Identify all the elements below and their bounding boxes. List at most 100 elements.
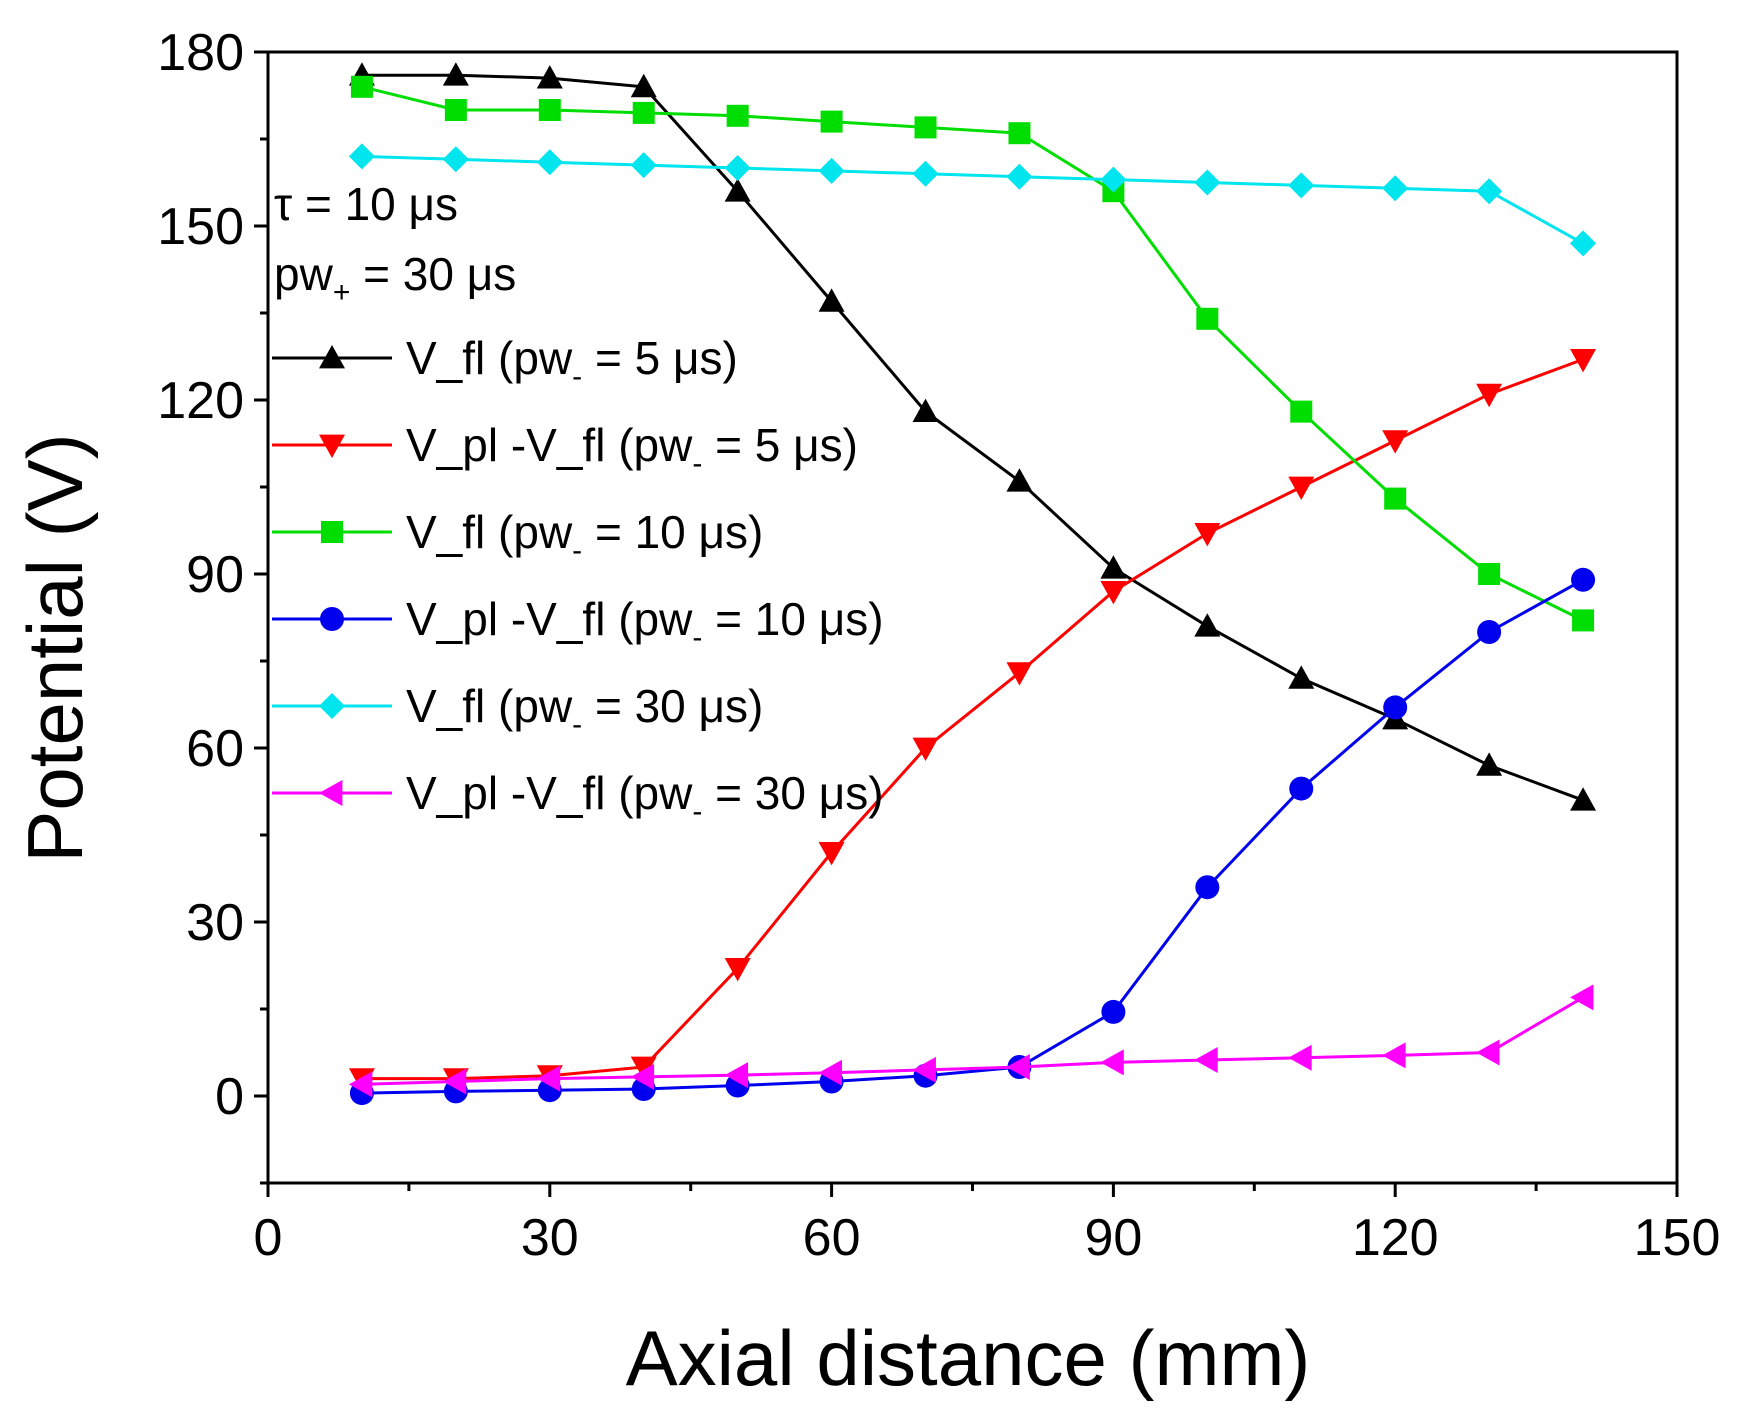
data-point: [1194, 523, 1221, 547]
data-point: [724, 958, 751, 982]
y-tick-label: 180: [157, 24, 244, 82]
data-point: [538, 99, 561, 121]
y-axis-title: Potential (V): [11, 433, 99, 862]
data-point: [1571, 567, 1596, 592]
legend-label-main: V_pl -V_fl (pw: [406, 767, 693, 819]
legend-entry-6: V_pl -V_fl (pw- = 30 μs): [272, 767, 884, 828]
legend-label-rest: = 30 μs): [582, 680, 763, 732]
data-point: [1476, 1039, 1500, 1066]
data-point: [1195, 875, 1220, 900]
data-point: [350, 75, 373, 98]
data-point: [912, 160, 939, 187]
x-tick-label: 120: [1352, 1209, 1439, 1267]
legend-label-sub: -: [572, 534, 582, 567]
data-point: [1476, 752, 1503, 776]
data-point: [1570, 349, 1597, 373]
series-1: [348, 62, 1597, 811]
data-point: [1288, 665, 1315, 689]
legend-entry-2: V_pl -V_fl (pw- = 5 μs): [272, 419, 858, 480]
legend-label: V_pl -V_fl (pw- = 10 μs): [406, 593, 884, 654]
legend-label-rest: = 5 μs): [582, 332, 738, 384]
data-point: [442, 1068, 467, 1095]
data-point: [1570, 984, 1594, 1011]
data-point: [1006, 163, 1033, 190]
series-5: [348, 143, 1597, 257]
legend-marker: [319, 434, 345, 458]
legend-label: V_fl (pw- = 30 μs): [406, 680, 763, 741]
legend-label-rest: = 10 μs): [582, 506, 763, 558]
series-line: [361, 357, 1584, 1081]
data-point: [1194, 169, 1221, 196]
data-point: [818, 1059, 842, 1086]
data-point: [820, 110, 843, 133]
legend-marker: [319, 780, 343, 806]
legend-label-main: V_pl -V_fl (pw: [406, 419, 693, 471]
data-point: [912, 737, 939, 761]
data-point: [1476, 178, 1503, 205]
x-tick-label: 30: [521, 1209, 579, 1267]
data-point: [1572, 609, 1595, 632]
data-point: [1383, 695, 1408, 720]
legend-marker: [319, 693, 345, 719]
legend: V_fl (pw- = 5 μs)V_pl -V_fl (pw- = 5 μs)…: [272, 332, 884, 828]
data-point: [1288, 172, 1315, 199]
data-point: [1289, 776, 1314, 801]
data-point: [1196, 307, 1219, 330]
data-point: [1288, 476, 1315, 500]
annotation-tau-unit: μs: [409, 178, 459, 230]
data-point: [1006, 662, 1033, 686]
data-point: [630, 1056, 657, 1080]
data-point: [1382, 1042, 1406, 1069]
data-point: [914, 116, 937, 139]
legend-label-sub: -: [572, 360, 582, 393]
y-tick-label: 60: [186, 720, 244, 778]
y-tick-label: 90: [186, 546, 244, 604]
x-tick-label: 150: [1634, 1209, 1721, 1267]
legend-marker: [321, 521, 343, 543]
series-6: [348, 984, 1594, 1098]
legend-label: V_fl (pw- = 5 μs): [406, 332, 738, 393]
data-point: [536, 1065, 561, 1092]
data-point: [442, 146, 469, 173]
data-point: [630, 73, 657, 98]
legend-label: V_pl -V_fl (pw- = 30 μs): [406, 767, 884, 828]
y-tick-label: 150: [157, 198, 244, 256]
legend-label-rest: = 30 μs): [702, 767, 883, 819]
data-point: [536, 65, 563, 89]
legend-label-main: V_fl (pw: [406, 680, 573, 732]
data-point: [818, 288, 845, 312]
series-line: [361, 154, 1584, 245]
legend-marker: [320, 607, 344, 631]
legend-marker: [319, 345, 345, 369]
legend-label-sub: -: [692, 447, 702, 480]
x-tick-label: 90: [1084, 1209, 1142, 1267]
data-point: [1288, 1044, 1312, 1071]
data-point: [1100, 1049, 1124, 1076]
y-tick-label: 30: [186, 894, 244, 952]
data-point: [1101, 999, 1126, 1024]
legend-label-sub: -: [692, 621, 702, 654]
data-point: [912, 398, 939, 422]
data-point: [1477, 620, 1502, 644]
plot-frame: 0 30 60 90 120 150 0 30 60 90 120 150 180: [157, 24, 1720, 1267]
data-point: [1570, 787, 1597, 811]
data-point: [630, 1063, 655, 1090]
data-point: [1194, 613, 1221, 637]
legend-label-rest: = 5 μs): [702, 419, 858, 471]
data-point: [1382, 430, 1409, 454]
annotation-pw-unit: μs: [467, 248, 517, 300]
series-layer: [348, 62, 1597, 1106]
annotation-pw-plus: pw+ = 30 μs: [274, 248, 516, 309]
data-point: [1290, 400, 1313, 423]
legend-label-main: V_fl (pw: [406, 506, 573, 558]
data-point: [1008, 122, 1031, 145]
data-point: [1006, 468, 1033, 492]
data-point: [726, 104, 749, 127]
annotation-pw-base: pw: [274, 248, 334, 300]
data-point: [442, 62, 469, 86]
data-point: [1100, 581, 1127, 605]
x-axis-title: Axial distance (mm): [626, 1314, 1311, 1402]
legend-entry-5: V_fl (pw- = 30 μs): [272, 680, 763, 741]
